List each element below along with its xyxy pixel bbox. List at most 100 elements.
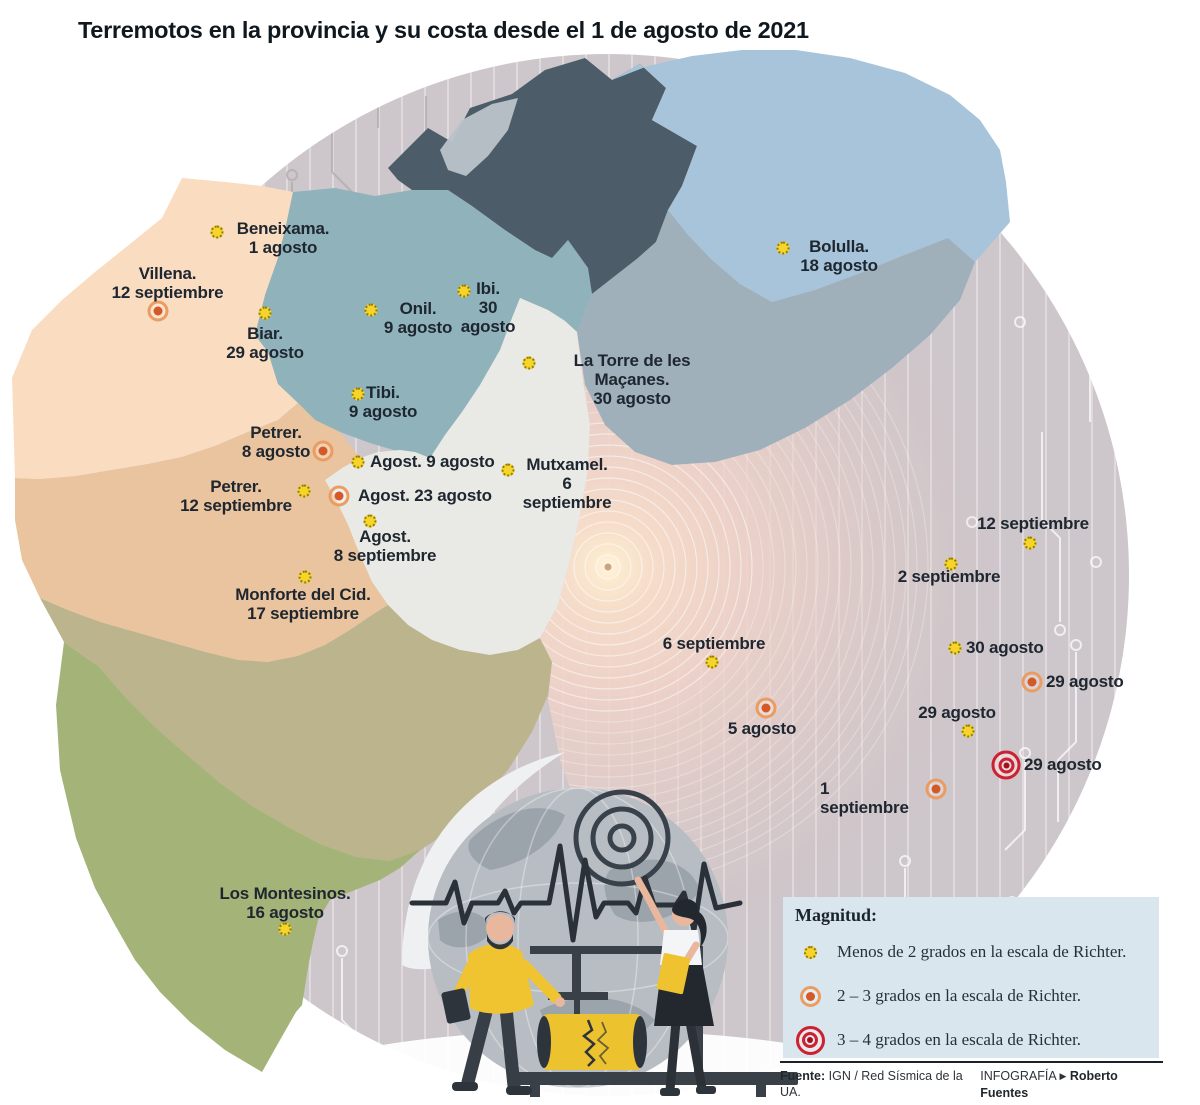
quake-label-sea-29-ago-med: 29 agosto — [1046, 672, 1136, 691]
epicenter-target-icon — [573, 789, 671, 887]
quake-label-line: 2 septiembre — [897, 567, 1001, 586]
legend-item-minor: Menos de 2 grados en la escala de Richte… — [795, 930, 1149, 974]
quake-label-line: 5 agosto — [727, 719, 797, 738]
region-onil-ibi-tibi — [255, 188, 592, 458]
quake-marker-biar — [258, 306, 272, 320]
map-regions — [12, 50, 1010, 1072]
footer-divider — [780, 1061, 1163, 1063]
quake-label-line: 30 agosto — [966, 638, 1044, 657]
page-title: Terremotos en la provincia y su costa de… — [78, 17, 809, 43]
quake-marker-sea-6-sep — [705, 655, 719, 669]
quake-marker-sea-12-sep — [1023, 536, 1037, 550]
quake-label-sea-2-sep: 2 septiembre — [893, 567, 1005, 586]
quake-label-agost-8s: Agost. 8 septiembre — [330, 527, 440, 565]
source-label: Fuente: — [780, 1069, 826, 1083]
quake-label-line: Villena. — [138, 264, 197, 283]
quake-label-los-montesinos: Los Montesinos. 16 agosto — [204, 884, 366, 922]
quake-marker-villena — [147, 300, 169, 322]
scientist-man — [441, 911, 565, 1095]
magnitude-legend: Magnitud: Menos de 2 grados en la escala… — [783, 897, 1159, 1058]
quake-label-line: 16 agosto — [246, 903, 324, 922]
seismogram-line — [409, 843, 743, 943]
quake-label-onil: Onil. 9 agosto — [380, 299, 456, 337]
region-north-light-piece — [440, 98, 518, 176]
source-credit: Fuente: IGN / Red Sísmica de la UA. — [780, 1068, 980, 1101]
quake-label-line: 30 agosto — [593, 389, 671, 408]
legend-items: Menos de 2 grados en la escala de Richte… — [795, 930, 1149, 1062]
quake-label-bolulla: Bolulla. 18 agosto — [793, 237, 885, 275]
seismograph-illustration — [250, 752, 930, 1105]
quake-marker-sea-5-ago — [755, 697, 777, 719]
quake-label-line: 12 septiembre — [180, 496, 292, 515]
legend-item-label: 2 – 3 grados en la escala de Richter. — [837, 986, 1082, 1005]
quake-label-line: 12 septiembre — [111, 283, 224, 302]
quake-label-line: 9 agosto — [348, 402, 418, 421]
quake-label-line: 30 agosto — [460, 298, 516, 336]
quake-marker-medium-icon — [799, 985, 821, 1007]
credit-label: INFOGRAFÍA — [980, 1069, 1056, 1083]
quake-marker-agost-23 — [328, 485, 350, 507]
quake-label-biar: Biar. 29 agosto — [215, 324, 315, 362]
quake-label-line: Onil. — [399, 299, 437, 318]
quake-marker-la-torre — [522, 356, 536, 370]
quake-label-petrer-8: Petrer. 8 agosto — [236, 423, 316, 461]
quake-label-line: 6 septiembre — [522, 474, 612, 512]
quake-label-sea-29-ago-min: 29 agosto — [914, 703, 1000, 722]
quake-marker-tibi — [351, 387, 365, 401]
quake-label-sea-12-sep: 12 septiembre — [972, 514, 1094, 533]
scientist-woman — [634, 876, 716, 1096]
quake-marker-sea-2-sep — [944, 557, 958, 571]
region-olive — [40, 598, 552, 861]
region-la-torre-grey — [577, 210, 975, 465]
quake-marker-agost-8s — [363, 514, 377, 528]
quake-label-sea-29-ago-strong: 29 agosto — [1024, 755, 1114, 774]
quake-label-sea-1-sep: 1 septiembre — [820, 779, 922, 817]
legend-item-label: Menos de 2 grados en la escala de Richte… — [837, 942, 1127, 961]
quake-marker-los-montesinos — [278, 922, 292, 936]
quake-marker-beneixama — [210, 225, 224, 239]
quake-label-line: Los Montesinos. — [219, 884, 351, 903]
quake-marker-sea-30-ago — [948, 641, 962, 655]
quake-label-line: 29 agosto — [1024, 755, 1102, 774]
recording-drum — [537, 1014, 647, 1070]
region-vega-baja-green — [56, 642, 420, 1072]
quake-label-agost-9: Agost. 9 agosto — [370, 452, 530, 471]
legend-item-strong: 3 – 4 grados en la escala de Richter. — [795, 1018, 1149, 1062]
quake-label-line: Agost. 9 agosto — [370, 452, 495, 471]
quake-label-line: 9 agosto — [383, 318, 453, 337]
quake-label-agost-23: Agost. 23 agosto — [358, 486, 528, 505]
region-agost-mutxamel-white — [325, 298, 590, 655]
source-text: IGN / Red Sísmica de la UA. — [780, 1069, 963, 1099]
quake-marker-bolulla — [776, 241, 790, 255]
quake-label-line: 1 agosto — [248, 238, 318, 257]
region-northeast-coast — [612, 50, 1010, 302]
quake-marker-agost-9 — [351, 455, 365, 469]
quake-label-line: Ibi. — [476, 279, 500, 298]
quake-marker-petrer-8 — [312, 440, 334, 462]
quake-marker-mutxamel — [501, 463, 515, 477]
quake-marker-sea-1-sep — [925, 778, 947, 800]
legend-title: Magnitud: — [795, 905, 878, 925]
quake-label-line: Mutxamel. — [526, 455, 608, 474]
quake-label-line: Biar. — [247, 324, 283, 343]
region-villena-beneixama — [12, 178, 298, 479]
quake-label-line: 8 septiembre — [333, 546, 437, 565]
quake-label-mutxamel: Mutxamel. 6 septiembre — [516, 455, 618, 512]
quake-label-la-torre: La Torre de les Maçanes. 30 agosto — [539, 351, 725, 408]
quake-marker-onil — [364, 303, 378, 317]
quake-label-sea-6-sep: 6 septiembre — [658, 634, 770, 653]
quake-label-beneixama: Beneixama. 1 agosto — [228, 219, 338, 257]
quake-marker-petrer-12 — [297, 484, 311, 498]
quake-label-line: 12 septiembre — [977, 514, 1089, 533]
quake-label-line: Bolulla. — [809, 237, 869, 256]
quake-marker-sea-29-ago-med — [1021, 671, 1043, 693]
quake-label-line: La Torre de les Maçanes. — [573, 351, 691, 389]
quake-label-line: Beneixama. — [236, 219, 330, 238]
quake-label-line: 29 agosto — [1046, 672, 1124, 691]
quake-label-line: 18 agosto — [800, 256, 878, 275]
region-petrer-monforte-tan — [15, 403, 388, 662]
quake-marker-strong-icon — [795, 1025, 825, 1055]
quake-label-line: Agost. — [359, 527, 411, 546]
footer: Fuente: IGN / Red Sísmica de la UA. INFO… — [780, 1068, 1163, 1101]
infographic-credit: INFOGRAFÍA ▶ Roberto Fuentes — [980, 1068, 1163, 1101]
